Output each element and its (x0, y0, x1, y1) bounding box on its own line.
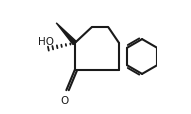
Polygon shape (56, 24, 76, 45)
Text: HO: HO (38, 36, 54, 46)
Text: O: O (61, 95, 69, 105)
